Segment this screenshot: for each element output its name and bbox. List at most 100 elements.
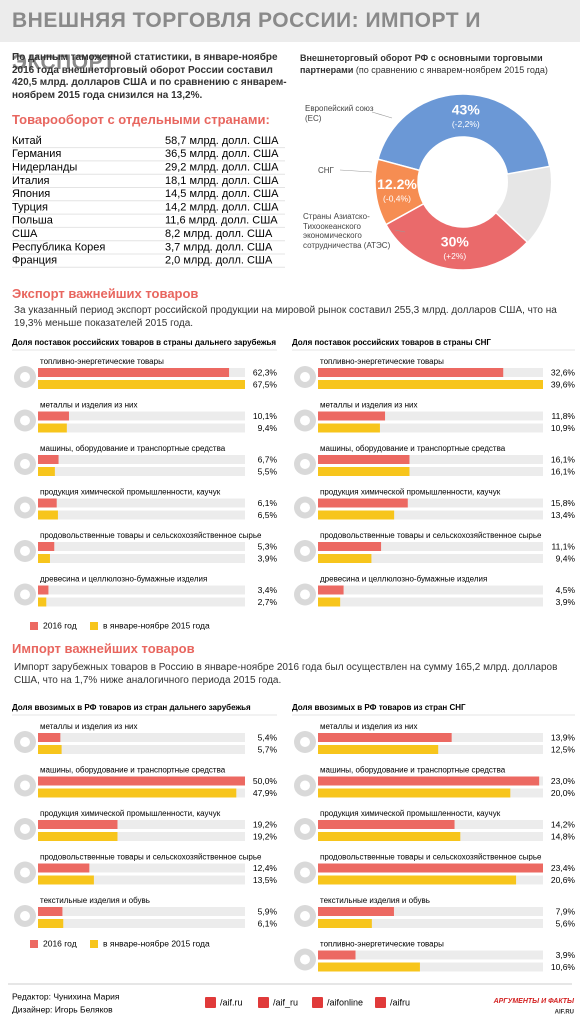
segment-label: 30%	[441, 234, 470, 250]
category-label: продовольственные товары и сельскохозяйс…	[320, 531, 542, 540]
country-value: 29,2 млрд. долл. США	[165, 162, 279, 174]
countries-title: Товарооборот с отдельными странами:	[12, 112, 270, 127]
page-title: ВНЕШНЯЯ ТОРГОВЛЯ РОССИИ: ИМПОРТ И ЭКСПОР…	[0, 0, 580, 74]
country-name: Турция	[12, 201, 48, 213]
bar-track	[318, 597, 543, 607]
value-label: 6,7%	[258, 454, 278, 464]
segment-label: 12.2%	[377, 176, 417, 192]
value-label: 50,0%	[253, 776, 278, 786]
leader-line	[339, 169, 373, 173]
value-label: 12,4%	[253, 863, 278, 873]
value-label: 11,1%	[552, 541, 576, 551]
value-label: 13,5%	[253, 875, 278, 885]
social-handle: /aif_ru	[273, 997, 298, 1007]
bar-track	[38, 597, 245, 607]
value-label: 2,7%	[258, 597, 278, 607]
category-icon-inner	[20, 372, 30, 382]
bar-track	[38, 585, 245, 595]
value-label: 14,2%	[551, 819, 576, 829]
bar	[318, 788, 511, 798]
category-icon-inner	[300, 589, 310, 600]
value-label: 19,2%	[253, 831, 278, 841]
bar-track	[38, 907, 245, 916]
bar	[38, 597, 47, 607]
donut-segment	[374, 158, 425, 226]
panel-title: Доля поставок российских товаров в стран…	[292, 338, 491, 347]
category-icon-inner	[20, 737, 30, 747]
import-text: Импорт зарубежных товаров в Россию в янв…	[14, 662, 558, 686]
bar	[38, 788, 237, 798]
bar	[38, 542, 55, 551]
value-label: 39,6%	[551, 379, 576, 389]
bar	[318, 745, 439, 754]
bar-track	[38, 919, 245, 928]
logo: АРГУМЕНТЫ И ФАКТЫ	[493, 998, 575, 1005]
bar	[318, 455, 410, 464]
bar	[318, 863, 543, 873]
bar-track	[318, 962, 543, 972]
bar	[318, 467, 410, 476]
category-label: текстильные изделия и обувь	[320, 896, 430, 905]
value-label: 5,9%	[258, 906, 278, 916]
social-icon	[375, 997, 386, 1008]
value-label: 6,1%	[258, 918, 278, 928]
bar-track	[38, 863, 245, 873]
bar	[38, 733, 61, 742]
country-value: 8,2 млрд. долл. США	[165, 228, 273, 240]
bar-track	[318, 585, 543, 595]
bar-track	[318, 411, 543, 421]
category-icon-inner	[300, 415, 310, 426]
legend-label: 2016 год	[43, 938, 77, 948]
social-handle: /aif.ru	[220, 997, 243, 1007]
bar	[38, 510, 58, 520]
bar	[318, 962, 420, 972]
bar-track	[38, 733, 245, 742]
category-icon-inner	[20, 546, 30, 556]
bar-track	[318, 950, 543, 960]
bar	[318, 832, 461, 841]
intro-text: По данным таможенной статистики, в январ…	[12, 52, 287, 101]
category-label: продукция химической промышленности, кау…	[320, 488, 501, 497]
category-icon-inner	[300, 737, 310, 747]
social-icon	[205, 997, 216, 1008]
category-label: древесина и целлюлозно-бумажные изделия	[320, 575, 487, 584]
value-label: 15,8%	[551, 498, 576, 508]
legend-label: 2016 год	[43, 620, 77, 630]
value-label: 6,1%	[258, 498, 278, 508]
bar-track	[38, 820, 245, 829]
donut-segment	[377, 93, 551, 175]
category-icon-inner	[300, 867, 310, 878]
bar	[318, 510, 395, 520]
country-name: Италия	[12, 175, 50, 187]
legend-label: в январе-ноябре 2015 года	[103, 938, 210, 948]
bar	[318, 820, 455, 829]
category-label: машины, оборудование и транспортные сред…	[320, 444, 506, 453]
value-label: 62,3%	[253, 367, 278, 377]
site: AIF.RU	[555, 1010, 574, 1016]
bar-track	[318, 542, 543, 551]
value-label: 23,4%	[551, 863, 576, 873]
social-icon	[312, 997, 323, 1008]
country-name: Япония	[12, 188, 50, 200]
country-name: Польша	[12, 215, 54, 227]
bar-track	[38, 554, 245, 563]
bar	[38, 554, 50, 563]
bar	[38, 585, 49, 595]
bar-track	[38, 467, 245, 476]
value-label: 9,4%	[258, 423, 278, 433]
category-label: продукция химической промышленности, кау…	[320, 809, 501, 818]
category-icon-inner	[20, 824, 30, 834]
bar-track	[318, 498, 543, 508]
value-label: 5,5%	[258, 466, 278, 476]
country-name: Нидерланды	[12, 162, 77, 174]
category-label: машины, оборудование и транспортные сред…	[40, 766, 226, 775]
bar-track	[38, 832, 245, 841]
category-icon-inner	[300, 372, 310, 382]
bar	[38, 467, 55, 476]
country-name: Франция	[12, 255, 57, 267]
bar	[318, 498, 408, 508]
bar-track	[318, 423, 543, 433]
leader-line	[394, 229, 406, 233]
